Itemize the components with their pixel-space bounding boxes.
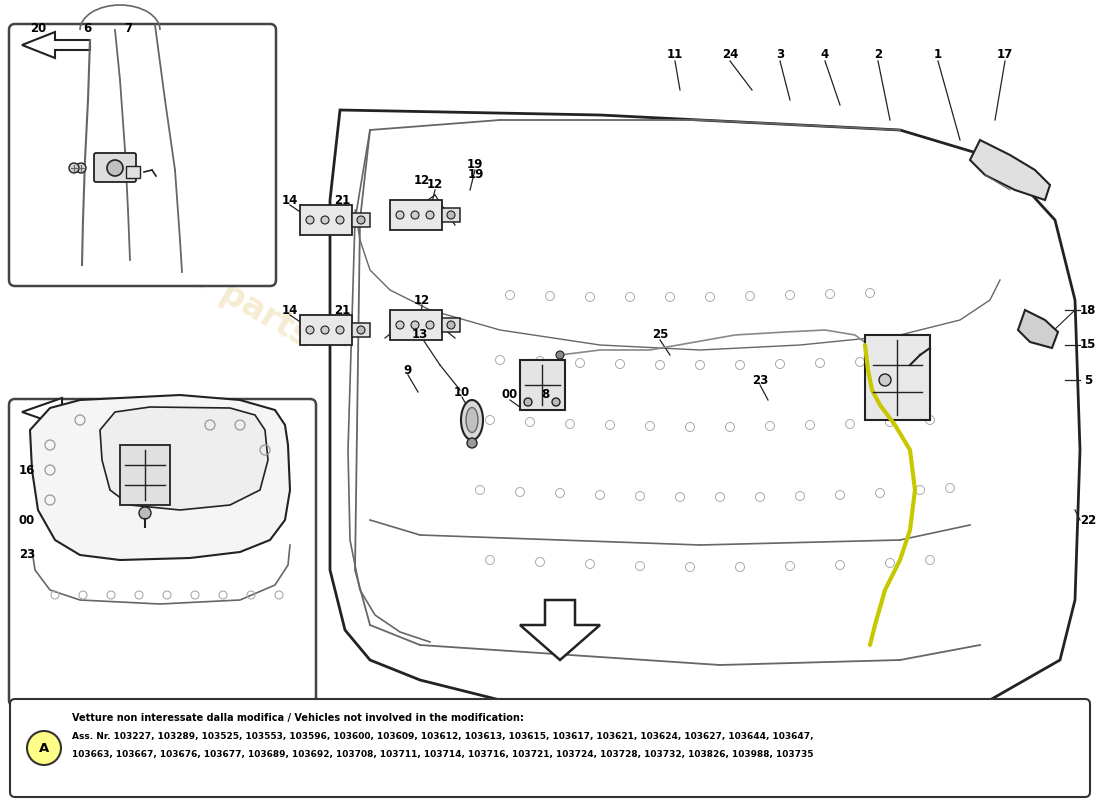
Circle shape xyxy=(524,398,532,406)
Circle shape xyxy=(139,507,151,519)
FancyBboxPatch shape xyxy=(352,323,370,337)
Text: 17: 17 xyxy=(997,49,1013,62)
Ellipse shape xyxy=(466,407,478,433)
Text: 14: 14 xyxy=(282,303,298,317)
Text: 6: 6 xyxy=(82,22,91,34)
Circle shape xyxy=(556,351,564,359)
FancyBboxPatch shape xyxy=(442,318,460,332)
Text: 1: 1 xyxy=(934,49,942,62)
FancyBboxPatch shape xyxy=(865,335,930,420)
Text: 10: 10 xyxy=(454,386,470,398)
Circle shape xyxy=(552,398,560,406)
Text: 00: 00 xyxy=(19,514,35,526)
Polygon shape xyxy=(1018,310,1058,348)
Text: passion for parts: passion for parts xyxy=(350,279,790,561)
Text: 5: 5 xyxy=(1084,374,1092,386)
FancyBboxPatch shape xyxy=(390,310,442,340)
FancyBboxPatch shape xyxy=(94,153,136,182)
Text: 8: 8 xyxy=(541,389,549,402)
Polygon shape xyxy=(22,398,98,426)
Circle shape xyxy=(396,211,404,219)
FancyBboxPatch shape xyxy=(520,360,565,410)
FancyBboxPatch shape xyxy=(126,166,140,178)
Text: 9: 9 xyxy=(404,363,412,377)
Text: 19: 19 xyxy=(466,158,483,171)
Text: A: A xyxy=(39,742,50,754)
Circle shape xyxy=(426,321,434,329)
Circle shape xyxy=(411,321,419,329)
Circle shape xyxy=(306,216,313,224)
Text: 23: 23 xyxy=(752,374,768,386)
Circle shape xyxy=(447,211,455,219)
Text: 25: 25 xyxy=(652,329,668,342)
Circle shape xyxy=(321,216,329,224)
FancyBboxPatch shape xyxy=(442,208,460,222)
Text: 4: 4 xyxy=(821,49,829,62)
Text: passion for parts: passion for parts xyxy=(23,166,317,354)
Text: 12: 12 xyxy=(414,174,430,186)
Circle shape xyxy=(879,374,891,386)
Text: 16: 16 xyxy=(19,463,35,477)
FancyBboxPatch shape xyxy=(300,315,352,345)
Circle shape xyxy=(411,211,419,219)
Polygon shape xyxy=(22,32,90,58)
Text: 15: 15 xyxy=(1080,338,1097,351)
Text: 00: 00 xyxy=(502,389,518,402)
Circle shape xyxy=(306,326,313,334)
FancyBboxPatch shape xyxy=(9,24,276,286)
FancyBboxPatch shape xyxy=(390,200,442,230)
Text: 2: 2 xyxy=(873,49,882,62)
FancyBboxPatch shape xyxy=(10,699,1090,797)
Text: 12: 12 xyxy=(414,294,430,306)
Polygon shape xyxy=(970,140,1050,200)
Circle shape xyxy=(69,163,79,173)
Text: 20: 20 xyxy=(30,22,46,34)
Circle shape xyxy=(321,326,329,334)
Circle shape xyxy=(426,211,434,219)
Text: Ass. Nr. 103227, 103289, 103525, 103553, 103596, 103600, 103609, 103612, 103613,: Ass. Nr. 103227, 103289, 103525, 103553,… xyxy=(72,733,814,742)
Polygon shape xyxy=(520,600,600,660)
Text: 11: 11 xyxy=(667,49,683,62)
Circle shape xyxy=(28,731,60,765)
Text: 3: 3 xyxy=(776,49,784,62)
FancyBboxPatch shape xyxy=(352,213,370,227)
Text: 103663, 103667, 103676, 103677, 103689, 103692, 103708, 103711, 103714, 103716, : 103663, 103667, 103676, 103677, 103689, … xyxy=(72,750,814,759)
Polygon shape xyxy=(330,110,1080,710)
FancyBboxPatch shape xyxy=(9,399,316,706)
FancyBboxPatch shape xyxy=(300,205,352,235)
Text: 7: 7 xyxy=(124,22,132,34)
Text: 19: 19 xyxy=(468,169,484,182)
Circle shape xyxy=(447,321,455,329)
Circle shape xyxy=(358,216,365,224)
Text: 14: 14 xyxy=(282,194,298,206)
Text: 24: 24 xyxy=(722,49,738,62)
Text: 21: 21 xyxy=(334,303,350,317)
Circle shape xyxy=(107,160,123,176)
Polygon shape xyxy=(100,407,268,510)
Text: 13: 13 xyxy=(411,329,428,342)
Text: 18: 18 xyxy=(1080,303,1097,317)
Text: 21: 21 xyxy=(334,194,350,206)
Text: 12: 12 xyxy=(427,178,443,191)
Circle shape xyxy=(468,438,477,448)
Circle shape xyxy=(336,326,344,334)
Circle shape xyxy=(358,326,365,334)
Text: 23: 23 xyxy=(19,549,35,562)
Polygon shape xyxy=(30,395,290,560)
Text: 22: 22 xyxy=(1080,514,1096,526)
Circle shape xyxy=(336,216,344,224)
Circle shape xyxy=(396,321,404,329)
Ellipse shape xyxy=(461,400,483,440)
Circle shape xyxy=(76,163,86,173)
Text: Vetture non interessate dalla modifica / Vehicles not involved in the modificati: Vetture non interessate dalla modifica /… xyxy=(72,713,524,723)
FancyBboxPatch shape xyxy=(120,445,170,505)
